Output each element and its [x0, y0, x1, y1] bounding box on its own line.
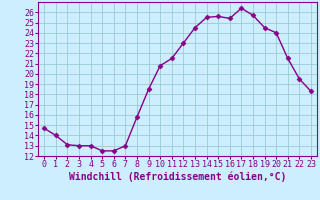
X-axis label: Windchill (Refroidissement éolien,°C): Windchill (Refroidissement éolien,°C): [69, 172, 286, 182]
